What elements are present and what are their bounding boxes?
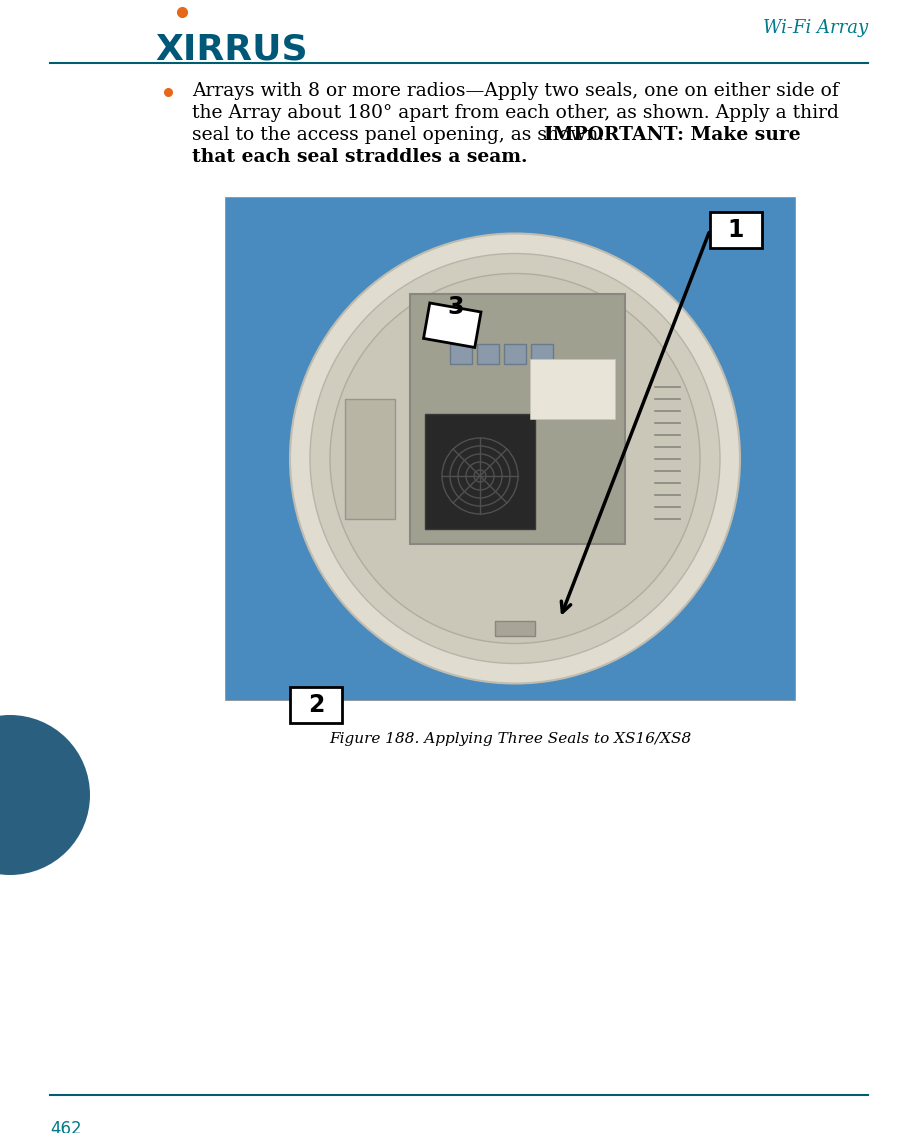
Bar	[225, 197, 795, 700]
Bar	[531, 343, 553, 364]
Bar	[345, 399, 395, 519]
Bar	[290, 687, 342, 723]
Text: 1: 1	[728, 218, 744, 242]
Text: seal to the access panel opening, as shown.: seal to the access panel opening, as sho…	[192, 126, 610, 144]
Bar	[477, 343, 499, 364]
Text: 462: 462	[50, 1121, 82, 1133]
Circle shape	[290, 233, 740, 683]
Text: IMPORTANT: Make sure: IMPORTANT: Make sure	[544, 126, 801, 144]
Circle shape	[310, 254, 720, 664]
Bar	[504, 343, 526, 364]
Text: the Array about 180° apart from each other, as shown. Apply a third: the Array about 180° apart from each oth…	[192, 104, 839, 122]
Text: Arrays with 8 or more radios—Apply two seals, one on either side of: Arrays with 8 or more radios—Apply two s…	[192, 82, 839, 100]
Bar	[530, 358, 615, 418]
Text: Figure 188. Applying Three Seals to XS16/XS8: Figure 188. Applying Three Seals to XS16…	[329, 732, 691, 746]
Bar	[710, 212, 762, 248]
Text: that each seal straddles a seam.: that each seal straddles a seam.	[192, 148, 527, 167]
Bar	[425, 414, 535, 528]
Text: 3: 3	[447, 296, 464, 320]
Bar	[495, 621, 535, 636]
Text: 2: 2	[308, 693, 324, 717]
Circle shape	[330, 273, 700, 644]
Bar	[423, 303, 481, 348]
Bar	[410, 293, 625, 544]
Text: Wi-Fi Array: Wi-Fi Array	[763, 19, 868, 37]
Text: XIRRUS: XIRRUS	[155, 33, 307, 67]
Bar	[450, 343, 472, 364]
Circle shape	[0, 715, 90, 875]
